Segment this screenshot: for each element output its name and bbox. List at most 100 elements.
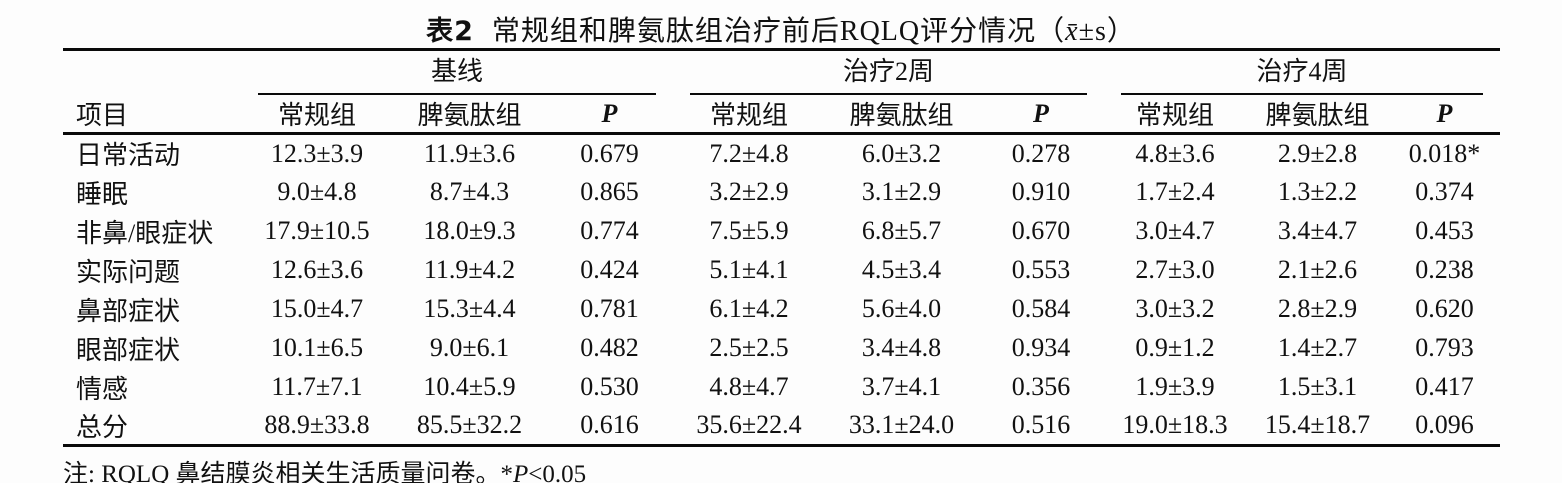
cell-value: 15.3±4.4 (423, 294, 516, 323)
cell-value: 0.424 (580, 255, 639, 284)
cell-value: 0.910 (1011, 177, 1071, 206)
item-column-header: 项目 (63, 49, 241, 135)
cell-value: 3.7±4.1 (861, 372, 942, 401)
table-row: 日常活动 12.3±3.9 11.9±3.6 0.679 7.2±4.8 6.0… (63, 134, 1500, 173)
footnote-threshold: <0.05 (528, 461, 587, 483)
cell-value: 1.3±2.2 (1277, 177, 1358, 206)
cell-value: 1.5±3.1 (1277, 372, 1358, 401)
col-header-p: P (978, 95, 1104, 135)
table-row: 睡眠 9.0±4.8 8.7±4.3 0.865 3.2±2.9 3.1±2.9… (63, 173, 1500, 212)
cell-value: 0.774 (580, 216, 639, 245)
cell-value: 0.530 (580, 372, 639, 401)
table-row: 实际问题 12.6±3.6 11.9±4.2 0.424 5.1±4.1 4.5… (63, 251, 1500, 290)
row-item-label: 总分 (76, 412, 129, 442)
cell-value: 3.1±2.9 (861, 177, 942, 206)
cell-value: 5.1±4.1 (709, 255, 789, 284)
cell-value: 9.0±6.1 (429, 333, 510, 362)
cell-value: 11.9±3.6 (423, 138, 516, 168)
rqlq-score-table: 项目 基线 治疗2周 治疗4周 常规组 脾氨肽组 P 常规组 脾氨肽组 P 常规… (63, 48, 1500, 447)
cell-value: 1.9±3.9 (1135, 372, 1215, 401)
cell-value: 0.482 (580, 333, 639, 362)
cell-value: 0.620 (1415, 294, 1474, 323)
cell-value: 7.2±4.8 (709, 138, 789, 168)
table-number: 表2 (426, 16, 474, 47)
cell-value: 85.5±32.2 (416, 410, 523, 440)
row-item-label: 情感 (76, 374, 129, 404)
cell-value: 2.9±2.8 (1277, 138, 1358, 168)
cell-value: 15.0±4.7 (270, 294, 364, 323)
table-row: 情感 11.7±7.1 10.4±5.9 0.530 4.8±4.7 3.7±4… (63, 368, 1500, 407)
cell-value: 1.4±2.7 (1277, 333, 1358, 362)
col-header-p: P (546, 95, 673, 135)
cell-value: 33.1±24.0 (848, 410, 955, 440)
cell-value: 11.7±7.1 (271, 372, 363, 401)
cell-value: 0.453 (1415, 216, 1474, 245)
cell-value: 0.278 (1011, 138, 1071, 168)
table-row: 总分 88.9±33.8 85.5±32.2 0.616 35.6±22.4 3… (63, 407, 1500, 446)
cell-value: 35.6±22.4 (696, 410, 802, 440)
cell-value: 5.6±4.0 (861, 294, 942, 323)
group-baseline-label: 基线 (258, 51, 656, 95)
cell-value: 0.679 (580, 138, 639, 168)
cell-value: 3.4±4.7 (1277, 216, 1358, 245)
cell-value: 0.374 (1415, 177, 1474, 206)
cell-value: 1.7±2.4 (1135, 177, 1215, 206)
cell-value: 8.7±4.3 (429, 177, 510, 206)
cell-value: 0.516 (1011, 410, 1071, 440)
cell-value: 0.238 (1415, 255, 1474, 284)
cell-value: 10.1±6.5 (270, 333, 364, 362)
footnote-text: 注: RQLQ 鼻结膜炎相关生活质量问卷。* (63, 461, 514, 483)
header-sub-row: 常规组 脾氨肽组 P 常规组 脾氨肽组 P 常规组 脾氨肽组 P (63, 95, 1500, 135)
cell-value: 0.9±1.2 (1135, 333, 1215, 362)
cell-value: 0.584 (1011, 294, 1071, 323)
group-baseline: 基线 (241, 50, 673, 95)
cell-value: 0.781 (580, 294, 639, 323)
table-row: 非鼻/眼症状 17.9±10.5 18.0±9.3 0.774 7.5±5.9 … (63, 212, 1500, 251)
col-header-conventional: 常规组 (1104, 95, 1246, 135)
cell-value: 0.865 (580, 177, 639, 206)
cell-value: 4.8±4.7 (709, 372, 789, 401)
group-week4-label: 治疗4周 (1121, 51, 1483, 95)
cell-value: 7.5±5.9 (709, 216, 789, 245)
cell-value: 0.670 (1011, 216, 1071, 245)
row-item-label: 实际问题 (76, 257, 181, 287)
col-header-aminopeptide: 脾氨肽组 (393, 95, 546, 135)
cell-value: 18.0±9.3 (423, 216, 516, 245)
cell-value: 4.5±3.4 (861, 255, 942, 284)
row-item-label: 睡眠 (76, 179, 129, 209)
row-item-label: 眼部症状 (76, 335, 181, 365)
cell-value: 12.6±3.6 (270, 255, 364, 284)
cell-value: 15.4±18.7 (1264, 410, 1371, 440)
header-group-row: 项目 基线 治疗2周 治疗4周 (63, 49, 1500, 135)
cell-value: 0.616 (580, 410, 639, 440)
cell-value: 0.553 (1011, 255, 1071, 284)
group-week4: 治疗4周 (1104, 50, 1500, 95)
cell-value: 3.4±4.8 (861, 333, 942, 362)
row-item-label: 鼻部症状 (76, 296, 181, 326)
cell-value: 0.793 (1415, 333, 1474, 362)
cell-value: 10.4±5.9 (423, 372, 516, 401)
cell-value: 12.3±3.9 (270, 138, 364, 168)
cell-value: 17.9±10.5 (264, 216, 370, 245)
row-item-label: 日常活动 (76, 141, 181, 171)
table-title: 表2 常规组和脾氨肽组治疗前后RQLQ评分情况（x̄±s） (0, 0, 1562, 48)
cell-value: 2.7±3.0 (1135, 255, 1215, 284)
cell-value: 6.8±5.7 (861, 216, 942, 245)
cell-value: 0.096 (1415, 410, 1474, 440)
table-row: 眼部症状 10.1±6.5 9.0±6.1 0.482 2.5±2.5 3.4±… (63, 329, 1500, 368)
group-week2-label: 治疗2周 (690, 51, 1087, 95)
col-header-p: P (1389, 95, 1500, 135)
col-header-conventional: 常规组 (241, 95, 393, 135)
cell-value: 6.0±3.2 (861, 138, 942, 168)
col-header-aminopeptide: 脾氨肽组 (825, 95, 978, 135)
cell-value: 3.0±4.7 (1135, 216, 1215, 245)
table-footnote: 注: RQLQ 鼻结膜炎相关生活质量问卷。*P<0.05 (63, 454, 1562, 483)
cell-value: 2.8±2.9 (1277, 294, 1358, 323)
cell-value: 0.417 (1415, 372, 1474, 401)
cell-value: 2.5±2.5 (709, 333, 789, 362)
cell-value: 2.1±2.6 (1277, 255, 1358, 284)
col-header-aminopeptide: 脾氨肽组 (1246, 95, 1389, 135)
cell-value: 4.8±3.6 (1135, 138, 1215, 168)
row-item-label: 非鼻/眼症状 (76, 218, 214, 248)
